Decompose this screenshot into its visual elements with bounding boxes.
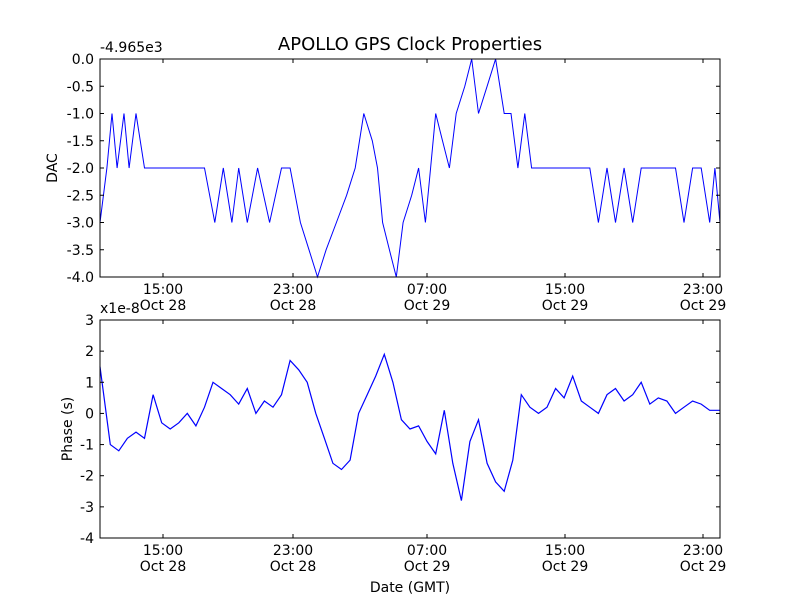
x-tick-date-label: Oct 29 — [404, 559, 450, 575]
axes-frame — [99, 319, 721, 539]
y-tick-label: -0.5 — [67, 79, 94, 95]
y-tick-label: 0 — [85, 406, 94, 422]
x-tick-date-label: Oct 29 — [680, 559, 726, 575]
y-tick-label: -3.5 — [67, 243, 94, 259]
y-tick-label: -3.0 — [67, 216, 94, 232]
x-tick-time-label: 23:00 — [683, 282, 723, 298]
phase-series-line — [99, 352, 720, 501]
y-tick-label: -4.0 — [67, 270, 94, 286]
axis-offset-label: -4.965e3 — [100, 40, 163, 56]
y-tick-label: -1 — [80, 438, 94, 454]
x-tick-time-label: 07:00 — [407, 282, 447, 298]
x-tick-time-label: 15:00 — [143, 543, 183, 559]
x-tick-time-label: 15:00 — [545, 543, 585, 559]
x-tick-date-label: Oct 29 — [404, 298, 450, 314]
x-tick-date-label: Oct 29 — [542, 298, 588, 314]
y-tick-label: 2 — [85, 344, 94, 360]
x-tick-time-label: 23:00 — [273, 543, 313, 559]
x-tick-time-label: 15:00 — [545, 282, 585, 298]
x-tick-date-label: Oct 28 — [270, 559, 316, 575]
y-tick-label: 1 — [85, 375, 94, 391]
y-tick-label: 0.0 — [72, 52, 94, 68]
axis-offset-label: x1e-8 — [100, 301, 140, 317]
x-tick-time-label: 15:00 — [143, 282, 183, 298]
y-tick-label: -2.0 — [67, 161, 94, 177]
y-tick-label: 3 — [85, 313, 94, 329]
x-axis-label: Date (GMT) — [370, 580, 450, 596]
x-tick-date-label: Oct 28 — [140, 298, 186, 314]
y-tick-label: -2.5 — [67, 188, 94, 204]
x-tick-date-label: Oct 29 — [680, 298, 726, 314]
dac-series-line — [99, 58, 721, 279]
x-tick-date-label: Oct 28 — [270, 298, 316, 314]
x-tick-time-label: 07:00 — [407, 543, 447, 559]
y-axis-label: DAC — [45, 153, 61, 183]
y-tick-label: -2 — [80, 469, 94, 485]
x-tick-date-label: Oct 29 — [542, 559, 588, 575]
x-tick-date-label: Oct 28 — [140, 559, 186, 575]
y-axis-label: Phase (s) — [60, 397, 76, 461]
x-tick-time-label: 23:00 — [683, 543, 723, 559]
y-tick-label: -4 — [80, 531, 94, 547]
x-tick-time-label: 23:00 — [273, 282, 313, 298]
y-tick-label: -1.0 — [67, 107, 94, 123]
y-tick-label: -1.5 — [67, 134, 94, 150]
chart-title: APOLLO GPS Clock Properties — [278, 34, 542, 55]
y-tick-label: -3 — [80, 500, 94, 516]
dac-panel: 0.0 -0.5 -1.0 -1.5 -2.0 -2.5 -3.0 -3.5 -4.0 15:00… — [45, 40, 726, 314]
